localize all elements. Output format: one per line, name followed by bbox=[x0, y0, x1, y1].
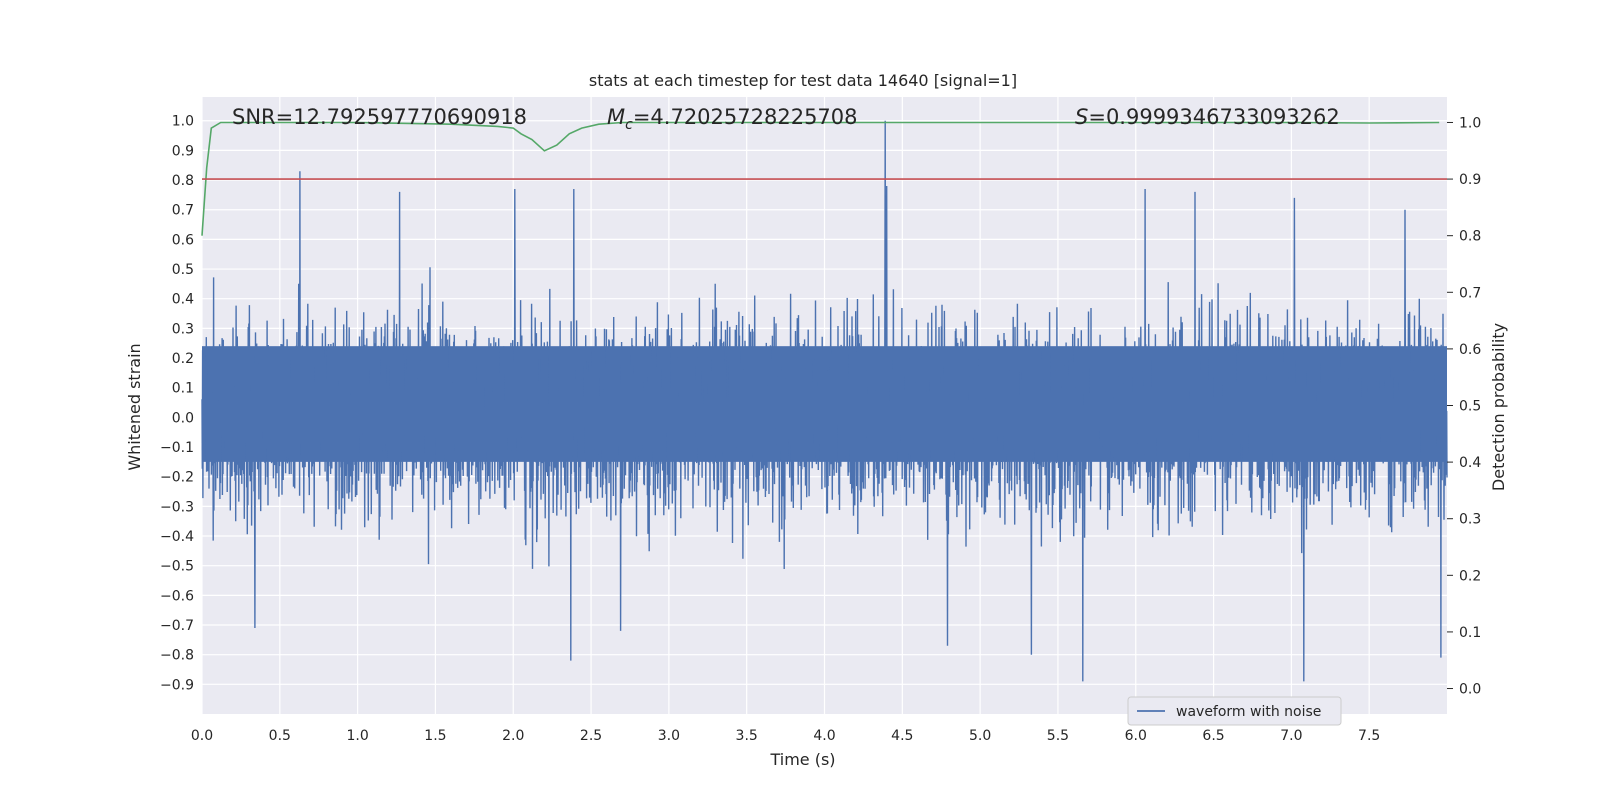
y2-tick-label: 0.5 bbox=[1459, 399, 1481, 415]
y-tick-label: −0.5 bbox=[160, 559, 194, 575]
legend-entry: waveform with noise bbox=[1176, 704, 1321, 720]
x-tick-labels: 0.0 0.5 1.0 1.5 2.0 2.5 3.0 3.5 4.0 4.5 5.0 5.5 6.0 6… bbox=[191, 728, 1380, 744]
x-tick-label: 7.0 bbox=[1280, 728, 1302, 744]
y2-tick-label: 1.0 bbox=[1459, 115, 1481, 131]
x-tick-label: 5.0 bbox=[969, 728, 991, 744]
y2-tick-label: 0.0 bbox=[1459, 682, 1481, 698]
y-tick-label: 0.6 bbox=[172, 232, 194, 248]
y-tick-label: −0.3 bbox=[160, 499, 194, 515]
x-tick-label: 5.5 bbox=[1047, 728, 1069, 744]
x-tick-label: 3.5 bbox=[736, 728, 758, 744]
y-tick-label: 0.3 bbox=[172, 321, 194, 337]
x-tick-label: 6.0 bbox=[1125, 728, 1147, 744]
legend-box bbox=[1127, 696, 1342, 726]
x-tick-label: 2.5 bbox=[580, 728, 602, 744]
y2-tick-label: 0.2 bbox=[1459, 568, 1481, 584]
y2-tick-label: 0.6 bbox=[1459, 342, 1481, 358]
y-tick-label: 0.7 bbox=[172, 203, 194, 219]
y-tick-label: −0.7 bbox=[160, 618, 194, 634]
s-symbol: S bbox=[1075, 105, 1088, 129]
probability-series bbox=[201, 121, 1447, 236]
y2-tick-label: 0.9 bbox=[1459, 172, 1481, 188]
y-tick-label: −0.1 bbox=[160, 440, 194, 456]
y2-tick-label: 0.7 bbox=[1459, 285, 1481, 301]
mc-annotation: Mc=4.72025728225708 bbox=[607, 105, 858, 133]
x-tick-label: 6.5 bbox=[1202, 728, 1224, 744]
y-tick-label: 0.8 bbox=[172, 173, 194, 189]
y-axis-label: Whitened strain bbox=[125, 343, 144, 470]
x-tick-label: 1.5 bbox=[424, 728, 446, 744]
x-tick-label: 7.5 bbox=[1358, 728, 1380, 744]
y-tick-label: 0.2 bbox=[172, 351, 194, 367]
y-tick-label: 0.9 bbox=[172, 143, 194, 159]
y-tick-label: 0.0 bbox=[172, 410, 194, 426]
x-tick-label: 4.0 bbox=[813, 728, 835, 744]
snr-annotation: SNR=12.792597770690918 bbox=[232, 105, 527, 129]
y-tick-label: −0.9 bbox=[160, 677, 194, 693]
y2-tick-label: 0.4 bbox=[1459, 455, 1481, 471]
y-tick-label: −0.4 bbox=[160, 529, 194, 545]
x-tick-label: 0.5 bbox=[269, 728, 291, 744]
y-tick-label: 0.1 bbox=[172, 381, 194, 397]
x-tick-label: 4.5 bbox=[891, 728, 913, 744]
y-tick-label: 0.5 bbox=[172, 262, 194, 278]
s-value: =0.9999346733093262 bbox=[1088, 105, 1339, 129]
y-tick-label: −0.8 bbox=[160, 648, 194, 664]
mc-value: =4.72025728225708 bbox=[633, 105, 858, 129]
y2-tick-label: 0.8 bbox=[1459, 229, 1481, 245]
y2-tick-label: 0.3 bbox=[1459, 512, 1481, 528]
mc-symbol: M bbox=[607, 105, 625, 129]
waveform-line bbox=[201, 120, 1448, 682]
y2-tick-labels: 0.0 0.1 0.2 0.3 0.4 0.5 0.6 0.7 0.8 0.9 1.0 bbox=[1447, 115, 1481, 698]
legend: waveform with noise bbox=[1127, 696, 1342, 726]
s-annotation: S=0.9999346733093262 bbox=[1075, 105, 1340, 129]
chart-title: stats at each timestep for test data 146… bbox=[589, 71, 1017, 90]
probability-line bbox=[201, 121, 1440, 236]
y-tick-label: 0.4 bbox=[172, 292, 194, 308]
y2-axis-label: Detection probability bbox=[1489, 323, 1508, 491]
y-tick-label: 1.0 bbox=[172, 114, 194, 130]
x-tick-label: 2.0 bbox=[502, 728, 524, 744]
y-tick-labels: −0.9 −0.8 −0.7 −0.6 −0.5 −0.4 −0.3 −0.2 −0.1 0.0 0… bbox=[160, 114, 194, 694]
x-tick-label: 1.0 bbox=[346, 728, 368, 744]
x-tick-label: 3.0 bbox=[658, 728, 680, 744]
y2-tick-label: 0.1 bbox=[1459, 625, 1481, 641]
waveform-series bbox=[201, 120, 1448, 682]
mc-subscript: c bbox=[625, 117, 633, 133]
x-axis-label: Time (s) bbox=[769, 750, 835, 769]
y-tick-label: −0.6 bbox=[160, 588, 194, 604]
y-tick-label: −0.2 bbox=[160, 470, 194, 486]
x-tick-label: 0.0 bbox=[191, 728, 213, 744]
